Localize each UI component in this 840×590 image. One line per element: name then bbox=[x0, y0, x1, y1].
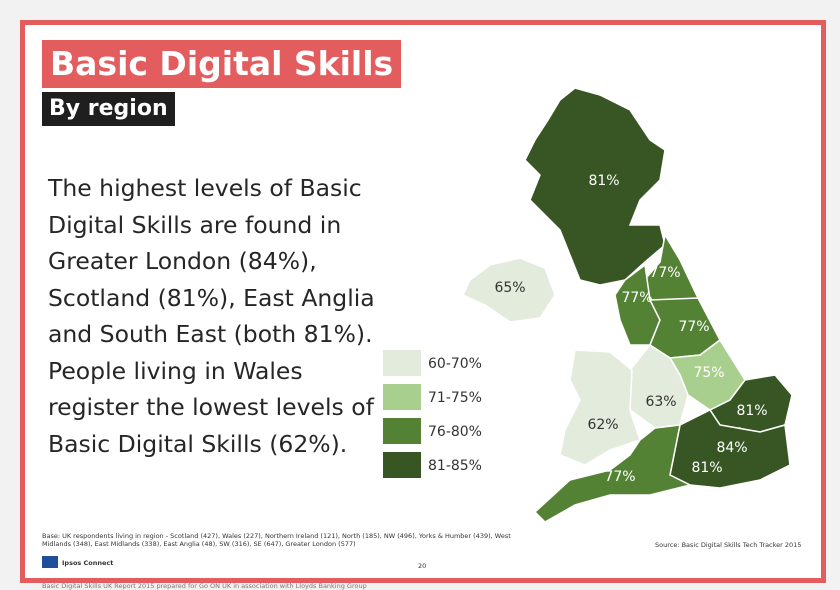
region-label: 77% bbox=[621, 290, 652, 306]
legend-label: 60-70% bbox=[428, 356, 482, 372]
region-label: 77% bbox=[678, 319, 709, 335]
legend-swatch bbox=[383, 418, 421, 444]
region-scotland bbox=[524, 87, 666, 286]
legend-label: 71-75% bbox=[428, 390, 482, 406]
region-label: 62% bbox=[587, 417, 618, 433]
region-wales bbox=[559, 349, 641, 466]
base-note: Base: UK respondents living in region - … bbox=[42, 532, 511, 548]
region-label: 75% bbox=[693, 365, 724, 381]
regions bbox=[462, 87, 793, 523]
logo-mark bbox=[42, 556, 58, 568]
region-label: 81% bbox=[588, 173, 619, 189]
region-label: 65% bbox=[494, 280, 525, 296]
legend-label: 81-85% bbox=[428, 458, 482, 474]
region-label: 84% bbox=[716, 440, 747, 456]
region-sw bbox=[533, 424, 693, 523]
legend-swatch bbox=[383, 384, 421, 410]
legend-swatch bbox=[383, 350, 421, 376]
source: Source: Basic Digital Skills Tech Tracke… bbox=[655, 541, 802, 549]
legend-swatch bbox=[383, 452, 421, 478]
legend: 60-70% 71-75% 76-80% 81-85% bbox=[383, 350, 482, 478]
legend-label: 76-80% bbox=[428, 424, 482, 440]
region-west-midlands bbox=[629, 344, 689, 429]
region-label: 77% bbox=[649, 265, 680, 281]
subtitle: By region bbox=[42, 92, 175, 126]
logo-text: Ipsos Connect bbox=[62, 559, 114, 567]
region-label: 81% bbox=[736, 403, 767, 419]
region-northern-ireland bbox=[462, 257, 556, 323]
title: Basic Digital Skills bbox=[42, 40, 402, 88]
region-label: 77% bbox=[604, 469, 635, 485]
body-text: The highest levels of Basic Digital Skil… bbox=[48, 174, 375, 458]
region-label: 63% bbox=[645, 394, 676, 410]
page-number: 20 bbox=[418, 562, 427, 570]
region-label: 81% bbox=[691, 460, 722, 476]
region-labels: 81% 65% 77% 77% 77% 75% 63% 62% 81% 84% … bbox=[494, 173, 767, 485]
caption: Basic Digital Skills UK Report 2015 prep… bbox=[42, 582, 367, 590]
